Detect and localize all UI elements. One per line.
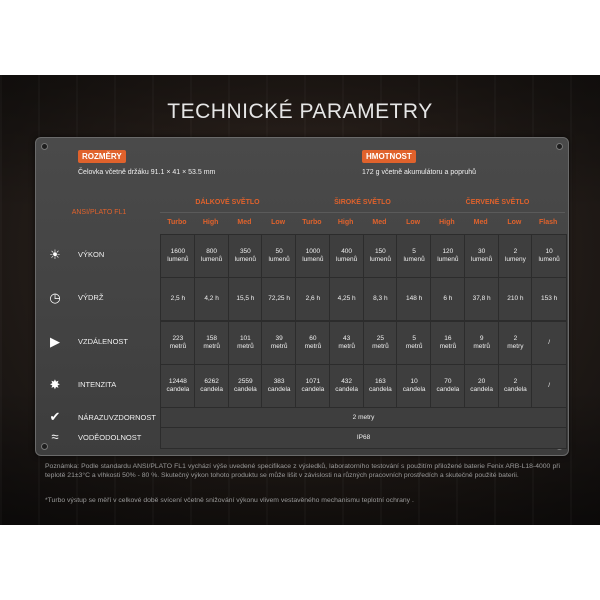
spec-cell: 400 lumenů bbox=[328, 234, 365, 278]
mode-header: Low bbox=[271, 218, 286, 226]
spec-cell: 1071 candela bbox=[295, 364, 331, 408]
spec-cell: 1600 lumenů bbox=[160, 234, 196, 278]
screw-icon bbox=[41, 443, 48, 450]
spec-cell: 153 h bbox=[531, 277, 567, 321]
spec-cell: / bbox=[531, 364, 567, 408]
impact-icon: ✔ bbox=[49, 409, 61, 424]
intensity-icon: ✸ bbox=[49, 377, 61, 392]
screw-icon bbox=[556, 143, 563, 150]
row-label-text: INTENZITA bbox=[78, 380, 117, 389]
spec-cell: 12448 candela bbox=[160, 364, 196, 408]
mode-header: Med bbox=[372, 218, 387, 226]
footnote: Poznámka: Podle standardu ANSI/PLATO FL1… bbox=[45, 463, 560, 479]
spec-cell: 2 lumeny bbox=[497, 234, 534, 278]
spec-cell: 101 metrů bbox=[227, 321, 264, 365]
spec-cell: 72,25 h bbox=[261, 277, 297, 321]
standard-label: ANSI/PLATO FL1 bbox=[71, 208, 127, 216]
water-label: ≈ VODĚODOLNOST bbox=[38, 427, 160, 447]
spec-cell: 432 candela bbox=[328, 364, 365, 408]
spec-cell: 70 candela bbox=[430, 364, 466, 408]
mode-header: Med bbox=[473, 218, 488, 226]
spec-cell: 16 metrů bbox=[430, 321, 466, 365]
spec-cell: 6 h bbox=[430, 277, 466, 321]
spec-cell: 50 lumenů bbox=[261, 234, 297, 278]
spec-cell: 2 candela bbox=[497, 364, 534, 408]
spec-cell: 39 metrů bbox=[261, 321, 297, 365]
spec-cell: 60 metrů bbox=[295, 321, 331, 365]
spec-cell: 15,5 h bbox=[227, 277, 264, 321]
page-title: TECHNICKÉ PARAMETRY bbox=[167, 100, 433, 123]
mode-header: High bbox=[202, 218, 219, 226]
row-label: ◷ VÝDRŽ bbox=[38, 277, 160, 319]
row-label-text: VÝKON bbox=[78, 250, 105, 259]
row-label-text: VODĚODOLNOST bbox=[78, 433, 142, 442]
spec-cell: 210 h bbox=[497, 277, 534, 321]
spec-cell: 2559 candela bbox=[227, 364, 264, 408]
impact-value: 2 metry bbox=[160, 407, 567, 429]
mode-header: Turbo bbox=[167, 218, 187, 226]
spec-cell: 1000 lumenů bbox=[295, 234, 331, 278]
water-icon: ≈ bbox=[51, 429, 59, 444]
mode-header: Turbo bbox=[302, 218, 322, 226]
group-header: ŠIROKÉ SVĚTLO bbox=[295, 192, 430, 213]
spec-cell: 2,6 h bbox=[295, 277, 331, 321]
spec-cell: 5 lumenů bbox=[396, 234, 432, 278]
light-beam-icon: ☀ bbox=[49, 247, 61, 262]
spec-cell: 37,8 h bbox=[463, 277, 500, 321]
row-label: ✸ INTENZITA bbox=[38, 364, 160, 406]
group-header: DÁLKOVÉ SVĚTLO bbox=[160, 192, 295, 213]
row-label: ▶ VZDÁLENOST bbox=[38, 321, 160, 363]
spec-cell: 800 lumenů bbox=[193, 234, 230, 278]
mode-header: High bbox=[439, 218, 455, 226]
spec-cell: 5 metrů bbox=[396, 321, 432, 365]
water-value: IP68 bbox=[160, 427, 567, 449]
spec-cell: 10 lumenů bbox=[531, 234, 567, 278]
spec-cell: 148 h bbox=[396, 277, 432, 321]
spec-cell: 2 metry bbox=[497, 321, 534, 365]
spec-cell: 4,25 h bbox=[328, 277, 365, 321]
spec-cell: / bbox=[531, 321, 567, 365]
dimensions-badge: ROZMĚRY bbox=[78, 150, 126, 163]
row-label-text: NÁRAZUVZDORNOST bbox=[78, 413, 156, 422]
spec-cell: 223 metrů bbox=[160, 321, 196, 365]
mode-header: Low bbox=[406, 218, 421, 226]
screw-icon bbox=[41, 143, 48, 150]
group-header: ČERVENÉ SVĚTLO bbox=[430, 192, 565, 213]
mode-header: Low bbox=[507, 218, 522, 226]
spec-cell: 4,2 h bbox=[193, 277, 230, 321]
row-label-text: VZDÁLENOST bbox=[78, 337, 129, 346]
mode-header: Med bbox=[237, 218, 252, 226]
spec-cell: 150 lumenů bbox=[362, 234, 399, 278]
weight-badge: HMOTNOST bbox=[362, 150, 416, 163]
row-label-text: VÝDRŽ bbox=[78, 293, 104, 302]
distance-icon: ▶ bbox=[50, 334, 60, 349]
spec-cell: 25 metrů bbox=[362, 321, 399, 365]
spec-cell: 6262 candela bbox=[193, 364, 230, 408]
spec-cell: 10 candela bbox=[396, 364, 432, 408]
spec-cell: 158 metrů bbox=[193, 321, 230, 365]
spec-cell: 9 metrů bbox=[463, 321, 500, 365]
spec-cell: 2,5 h bbox=[160, 277, 196, 321]
impact-label: ✔ NÁRAZUVZDORNOST bbox=[38, 407, 160, 427]
spec-cell: 43 metrů bbox=[328, 321, 365, 365]
spec-cell: 30 lumenů bbox=[463, 234, 500, 278]
spec-cell: 120 lumenů bbox=[430, 234, 466, 278]
spec-cell: 8,3 h bbox=[362, 277, 399, 321]
spec-cell: 163 candela bbox=[362, 364, 399, 408]
spec-cell: 20 candela bbox=[463, 364, 500, 408]
weight-value: 172 g včetně akumulátoru a popruhů bbox=[362, 169, 477, 176]
footnote-turbo: *Turbo výstup se měří v celkové době sví… bbox=[45, 497, 414, 504]
spec-cell: 383 candela bbox=[261, 364, 297, 408]
mode-header: Flash bbox=[538, 218, 558, 226]
clock-icon: ◷ bbox=[49, 290, 61, 305]
spec-cell: 350 lumenů bbox=[227, 234, 264, 278]
row-label: ☀ VÝKON bbox=[38, 234, 160, 276]
mode-header: High bbox=[337, 218, 354, 226]
dimensions-value: Čelovka včetně držáku 91.1 × 41 × 53.5 m… bbox=[78, 169, 216, 176]
